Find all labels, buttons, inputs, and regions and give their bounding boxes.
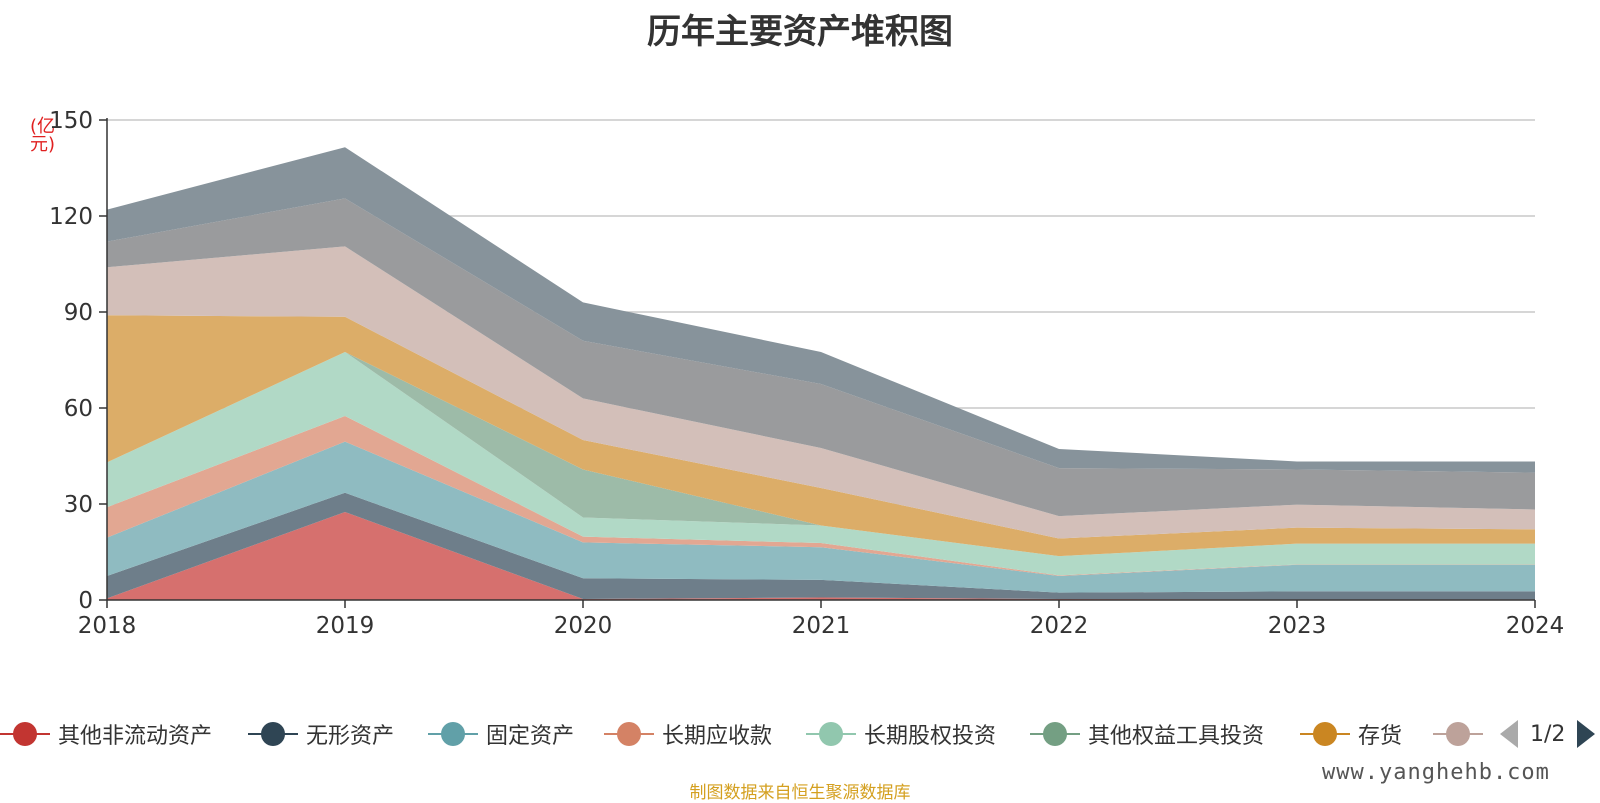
legend-prev-page-icon[interactable] <box>1500 720 1518 748</box>
legend-marker-icon <box>428 714 478 754</box>
y-tick-label: 120 <box>49 204 93 230</box>
stacked-area-chart: 0 30 60 90 120 150 2018 2019 2020 2021 2022 2023 202… <box>49 108 1564 639</box>
y-tick-label: 0 <box>78 588 93 614</box>
legend-page-indicator: 1/2 <box>1530 721 1566 747</box>
legend-label: 其他权益工具投资 <box>1088 724 1265 749</box>
area-series-存货 <box>107 315 1535 557</box>
y-tick-label: 150 <box>49 108 93 134</box>
legend-label: 长期股权投资 <box>864 724 997 749</box>
y-tick-label: 60 <box>64 396 93 422</box>
x-tick-label: 2023 <box>1268 613 1327 639</box>
legend-item[interactable]: 长期股权投资 <box>806 714 996 754</box>
legend-marker-icon <box>1433 714 1483 754</box>
y-tick-label: 30 <box>64 492 93 518</box>
area-series-unnamed <box>107 246 1535 539</box>
legend-item[interactable]: 存货 <box>1300 714 1402 754</box>
legend-next-page-icon[interactable] <box>1577 720 1596 748</box>
area-series-长期应收款 <box>107 416 1535 576</box>
chart-title: 历年主要资产堆积图 <box>647 12 953 52</box>
area-series-unnamed <box>107 198 1535 517</box>
x-tick-label: 2024 <box>1506 613 1565 639</box>
axes: 0 30 60 90 120 150 2018 2019 2020 2021 2022 2023 202… <box>49 108 1564 639</box>
area-series-unnamed <box>107 147 1535 473</box>
legend-item[interactable]: 其他非流动资产 <box>0 714 212 754</box>
x-tick-label: 2019 <box>316 613 375 639</box>
legend-item[interactable]: 长期应收款 <box>604 714 772 754</box>
legend-marker-icon <box>604 714 654 754</box>
legend-item[interactable] <box>1433 714 1483 754</box>
legend-label: 固定资产 <box>486 724 575 749</box>
watermark: www.yanghehb.com <box>1322 760 1550 785</box>
legend-label: 其他非流动资产 <box>58 724 213 749</box>
legend-label: 无形资产 <box>306 724 395 749</box>
legend-marker-icon <box>1300 714 1350 754</box>
legend-item[interactable]: 固定资产 <box>428 714 574 754</box>
y-tick-label: 90 <box>64 300 93 326</box>
legend-item[interactable]: 其他权益工具投资 <box>1030 714 1264 754</box>
area-series <box>107 147 1535 600</box>
legend-item[interactable]: 无形资产 <box>248 714 394 754</box>
source-note: 制图数据来自恒生聚源数据库 <box>689 783 911 803</box>
legend-marker-icon <box>1030 714 1080 754</box>
area-series-其他非流动资产 <box>107 512 1535 600</box>
y-axis-unit-label: (亿元) <box>30 116 56 155</box>
legend: 其他非流动资产 无形资产 固定资产 长期应收款 长期股权投资 其他权益工具投资 存货 <box>0 714 1600 754</box>
legend-marker-icon <box>0 714 50 754</box>
area-series-固定资产 <box>107 441 1535 593</box>
legend-pager: 1/2 <box>1500 716 1596 752</box>
x-tick-label: 2018 <box>78 613 137 639</box>
legend-label: 长期应收款 <box>662 724 773 749</box>
legend-label: 存货 <box>1358 724 1403 749</box>
x-tick-label: 2021 <box>792 613 851 639</box>
x-tick-label: 2022 <box>1030 613 1089 639</box>
x-tick-label: 2020 <box>554 613 613 639</box>
legend-marker-icon <box>248 714 298 754</box>
area-series-长期股权投资 <box>107 352 1535 576</box>
legend-marker-icon <box>806 714 856 754</box>
